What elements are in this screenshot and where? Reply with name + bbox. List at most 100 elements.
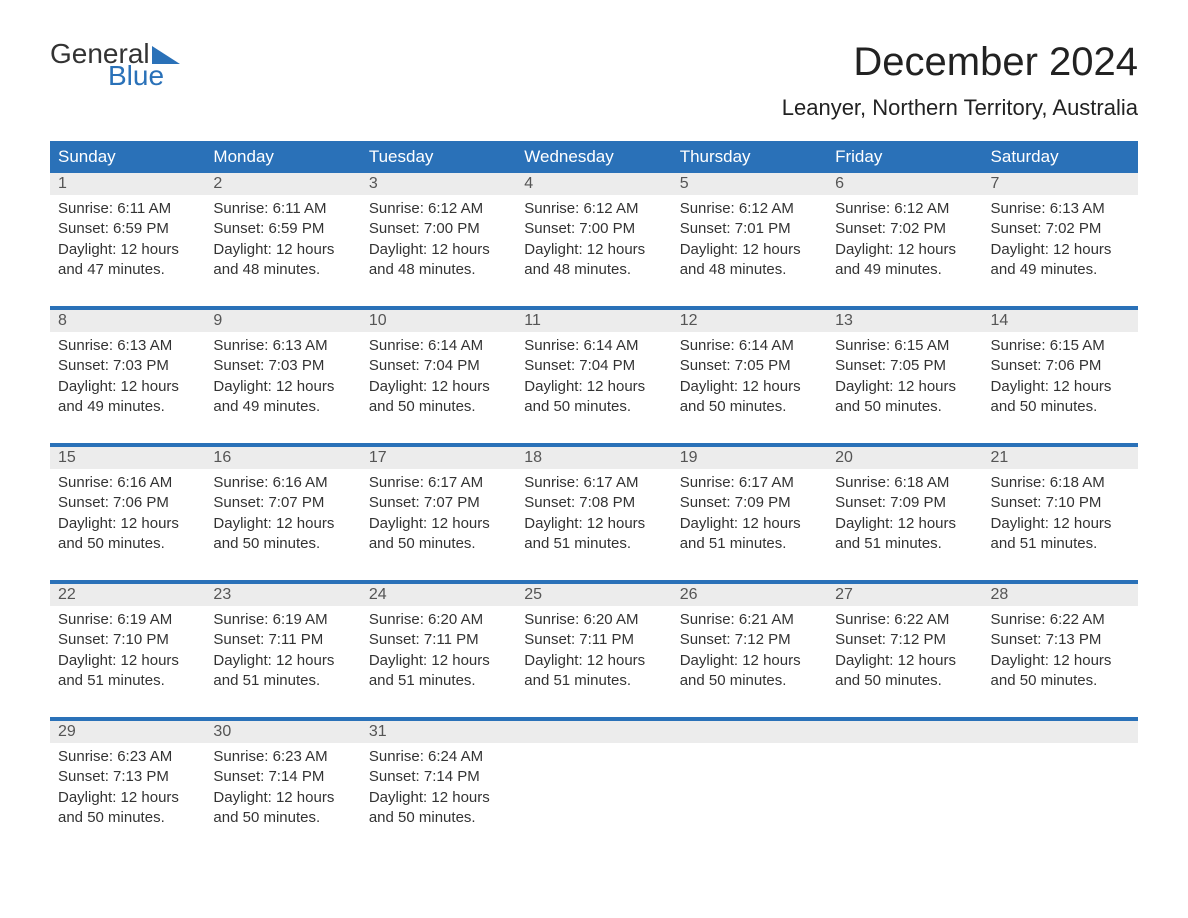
sunrise-text: Sunrise: 6:12 AM <box>835 199 974 219</box>
day-detail-cell: Sunrise: 6:15 AMSunset: 7:06 PMDaylight:… <box>983 332 1138 443</box>
day-number: 29 <box>50 721 205 743</box>
daylight-line1: Daylight: 12 hours <box>369 377 508 397</box>
sunset-text: Sunset: 7:03 PM <box>213 356 352 376</box>
day-header: Monday <box>205 141 360 173</box>
day-number: 15 <box>50 447 205 469</box>
day-detail-cell: Sunrise: 6:20 AMSunset: 7:11 PMDaylight:… <box>361 606 516 717</box>
day-detail-cell: Sunrise: 6:20 AMSunset: 7:11 PMDaylight:… <box>516 606 671 717</box>
sunset-text: Sunset: 7:13 PM <box>991 630 1130 650</box>
daylight-line1: Daylight: 12 hours <box>213 514 352 534</box>
daylight-line2: and 50 minutes. <box>58 534 197 554</box>
sunset-text: Sunset: 7:14 PM <box>213 767 352 787</box>
day-detail-cell <box>983 743 1138 836</box>
day-detail-cell: Sunrise: 6:23 AMSunset: 7:13 PMDaylight:… <box>50 743 205 836</box>
day-detail-cell <box>827 743 982 836</box>
day-number: 3 <box>361 173 516 195</box>
daylight-line2: and 50 minutes. <box>213 534 352 554</box>
daylight-line1: Daylight: 12 hours <box>58 240 197 260</box>
sunrise-text: Sunrise: 6:24 AM <box>369 747 508 767</box>
sunset-text: Sunset: 7:09 PM <box>680 493 819 513</box>
daylight-line1: Daylight: 12 hours <box>213 788 352 808</box>
sunrise-text: Sunrise: 6:21 AM <box>680 610 819 630</box>
daylight-line1: Daylight: 12 hours <box>369 514 508 534</box>
sunrise-text: Sunrise: 6:17 AM <box>680 473 819 493</box>
daylight-line2: and 49 minutes. <box>835 260 974 280</box>
day-detail-cell: Sunrise: 6:22 AMSunset: 7:12 PMDaylight:… <box>827 606 982 717</box>
day-number: 4 <box>516 173 671 195</box>
day-header-row: Sunday Monday Tuesday Wednesday Thursday… <box>50 141 1138 173</box>
daylight-line2: and 50 minutes. <box>369 534 508 554</box>
daylight-line2: and 51 minutes. <box>524 671 663 691</box>
sunrise-text: Sunrise: 6:20 AM <box>524 610 663 630</box>
daylight-line2: and 50 minutes. <box>213 808 352 828</box>
daylight-line2: and 48 minutes. <box>524 260 663 280</box>
day-detail-cell: Sunrise: 6:14 AMSunset: 7:05 PMDaylight:… <box>672 332 827 443</box>
day-number: 2 <box>205 173 360 195</box>
sunrise-text: Sunrise: 6:23 AM <box>58 747 197 767</box>
day-number-row: 293031 <box>50 721 1138 743</box>
daylight-line2: and 49 minutes. <box>213 397 352 417</box>
sunset-text: Sunset: 7:13 PM <box>58 767 197 787</box>
day-detail-cell: Sunrise: 6:11 AMSunset: 6:59 PMDaylight:… <box>205 195 360 306</box>
day-detail-cell: Sunrise: 6:22 AMSunset: 7:13 PMDaylight:… <box>983 606 1138 717</box>
logo-text-blue: Blue <box>108 62 180 90</box>
day-number: 12 <box>672 310 827 332</box>
sunrise-text: Sunrise: 6:16 AM <box>58 473 197 493</box>
day-number: 19 <box>672 447 827 469</box>
daylight-line2: and 50 minutes. <box>835 671 974 691</box>
day-number: 18 <box>516 447 671 469</box>
day-number: 14 <box>983 310 1138 332</box>
day-detail-cell: Sunrise: 6:16 AMSunset: 7:06 PMDaylight:… <box>50 469 205 580</box>
day-detail-cell: Sunrise: 6:18 AMSunset: 7:09 PMDaylight:… <box>827 469 982 580</box>
day-header: Saturday <box>983 141 1138 173</box>
month-title: December 2024 <box>782 40 1138 85</box>
daylight-line1: Daylight: 12 hours <box>213 240 352 260</box>
day-detail-cell: Sunrise: 6:15 AMSunset: 7:05 PMDaylight:… <box>827 332 982 443</box>
daylight-line1: Daylight: 12 hours <box>680 514 819 534</box>
sunset-text: Sunset: 7:02 PM <box>835 219 974 239</box>
day-number: 26 <box>672 584 827 606</box>
daylight-line1: Daylight: 12 hours <box>58 651 197 671</box>
sunrise-text: Sunrise: 6:12 AM <box>369 199 508 219</box>
sunset-text: Sunset: 7:12 PM <box>680 630 819 650</box>
day-number <box>983 721 1138 743</box>
day-detail-cell <box>672 743 827 836</box>
day-number: 1 <box>50 173 205 195</box>
day-detail-row: Sunrise: 6:16 AMSunset: 7:06 PMDaylight:… <box>50 469 1138 580</box>
day-number: 8 <box>50 310 205 332</box>
sunset-text: Sunset: 7:07 PM <box>213 493 352 513</box>
sunset-text: Sunset: 7:12 PM <box>835 630 974 650</box>
day-detail-row: Sunrise: 6:13 AMSunset: 7:03 PMDaylight:… <box>50 332 1138 443</box>
daylight-line1: Daylight: 12 hours <box>680 240 819 260</box>
sunrise-text: Sunrise: 6:13 AM <box>991 199 1130 219</box>
daylight-line2: and 50 minutes. <box>680 671 819 691</box>
day-detail-cell: Sunrise: 6:17 AMSunset: 7:08 PMDaylight:… <box>516 469 671 580</box>
day-number: 28 <box>983 584 1138 606</box>
day-number-row: 1234567 <box>50 173 1138 195</box>
sunrise-text: Sunrise: 6:12 AM <box>524 199 663 219</box>
daylight-line1: Daylight: 12 hours <box>524 240 663 260</box>
day-detail-cell: Sunrise: 6:19 AMSunset: 7:10 PMDaylight:… <box>50 606 205 717</box>
day-header: Friday <box>827 141 982 173</box>
sunset-text: Sunset: 7:01 PM <box>680 219 819 239</box>
daylight-line2: and 50 minutes. <box>835 397 974 417</box>
daylight-line2: and 50 minutes. <box>991 671 1130 691</box>
sunset-text: Sunset: 7:14 PM <box>369 767 508 787</box>
daylight-line1: Daylight: 12 hours <box>991 240 1130 260</box>
day-number <box>672 721 827 743</box>
daylight-line2: and 51 minutes. <box>991 534 1130 554</box>
sunset-text: Sunset: 6:59 PM <box>58 219 197 239</box>
day-detail-cell: Sunrise: 6:19 AMSunset: 7:11 PMDaylight:… <box>205 606 360 717</box>
sunrise-text: Sunrise: 6:19 AM <box>213 610 352 630</box>
day-number: 30 <box>205 721 360 743</box>
sunrise-text: Sunrise: 6:11 AM <box>213 199 352 219</box>
daylight-line1: Daylight: 12 hours <box>991 514 1130 534</box>
daylight-line1: Daylight: 12 hours <box>58 377 197 397</box>
daylight-line2: and 48 minutes. <box>369 260 508 280</box>
sunrise-text: Sunrise: 6:20 AM <box>369 610 508 630</box>
sunrise-text: Sunrise: 6:17 AM <box>524 473 663 493</box>
sunrise-text: Sunrise: 6:14 AM <box>680 336 819 356</box>
daylight-line2: and 51 minutes. <box>835 534 974 554</box>
day-header: Wednesday <box>516 141 671 173</box>
day-number: 6 <box>827 173 982 195</box>
